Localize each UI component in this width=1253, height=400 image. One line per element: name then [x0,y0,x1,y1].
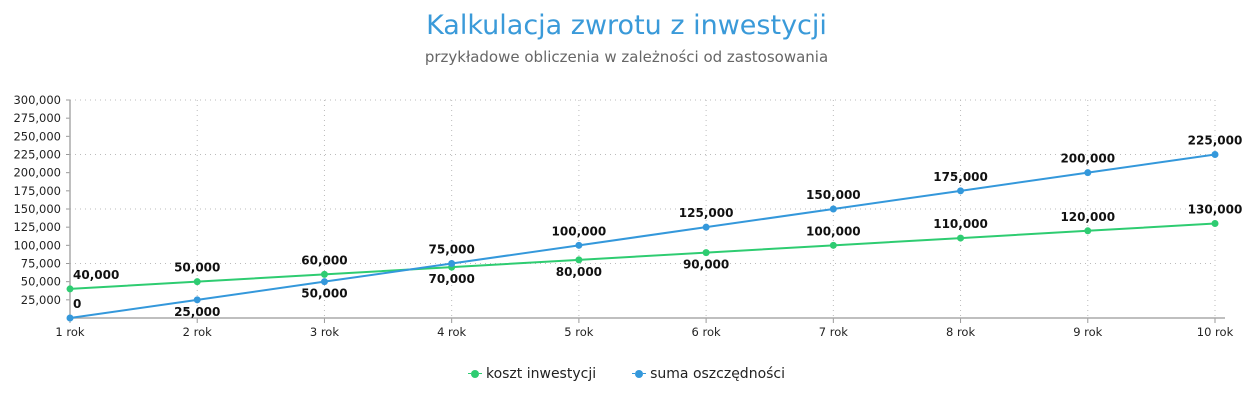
data-label: 130,000 [1188,203,1243,217]
legend-marker-icon [632,369,647,379]
x-tick-label: 10 rok [1197,325,1234,339]
y-tick-label: 150,000 [13,202,61,216]
x-tick-label: 9 rok [1073,325,1102,339]
x-tick-label: 7 rok [819,325,848,339]
data-label: 110,000 [933,217,988,231]
data-point [320,278,328,286]
legend: koszt inwestycji suma oszczędności [0,366,1253,382]
data-point [1211,151,1219,158]
data-label: 50,000 [174,261,220,275]
data-point [829,205,837,213]
data-label: 150,000 [806,188,861,202]
data-label: 100,000 [552,224,607,238]
data-label: 70,000 [429,272,475,286]
data-point [320,270,328,278]
x-tick-label: 5 rok [564,325,593,339]
data-label: 75,000 [429,243,475,257]
legend-item[interactable]: suma oszczędności [632,366,785,382]
chart-subtitle: przykładowe obliczenia w zależności od z… [424,48,829,66]
data-label: 80,000 [556,265,602,279]
y-tick-label: 200,000 [13,166,61,180]
line-chart: 1 rok 2 rok 3 rok 4 rok 5 rok 6 rok 7 rok 8 rok… [13,93,1243,339]
data-point [66,314,74,322]
y-tick-label: 75,000 [21,257,61,271]
data-point [448,260,456,267]
y-tick-label: 225,000 [13,148,61,162]
x-tick-label: 4 rok [437,325,466,339]
legend-marker-icon [467,369,482,379]
y-tick-label: 275,000 [13,111,61,125]
data-label: 90,000 [683,258,729,272]
x-tick-label: 6 rok [692,325,721,339]
y-tick-label: 100,000 [13,238,61,252]
data-point [829,241,837,249]
data-point [575,241,583,249]
x-tick-label: 3 rok [310,325,339,339]
y-tick-label: 125,000 [13,220,61,234]
x-tick-label: 8 rok [946,325,975,339]
data-point [66,285,74,293]
data-point [1211,220,1219,228]
data-point [1084,169,1092,177]
data-point [193,296,201,304]
data-point [702,223,710,231]
data-point [1084,227,1092,235]
data-label: 225,000 [1188,134,1243,148]
legend-label: suma oszczędności [650,366,786,382]
y-tick-label: 25,000 [21,293,61,307]
legend-item[interactable]: koszt inwestycji [467,366,597,382]
x-tick-label: 2 rok [183,325,212,339]
chart-title: Kalkulacja zwrotu z inwestycji [426,10,827,41]
data-label: 40,000 [73,268,119,282]
data-label: 50,000 [301,287,347,301]
series-line-koszt [69,222,1216,290]
data-point [957,234,965,242]
y-tick-label: 300,000 [13,93,61,107]
y-tick-label: 50,000 [21,275,61,289]
data-point [193,278,201,286]
data-label: 60,000 [301,253,347,267]
data-point [957,187,965,195]
data-label: 0 [73,297,81,311]
data-label: 200,000 [1060,152,1115,166]
series-line-suma [69,153,1216,319]
legend-label: koszt inwestycji [485,366,597,382]
data-label: 100,000 [806,224,861,238]
data-label: 175,000 [933,170,988,184]
data-point [702,249,710,257]
data-point [575,256,583,264]
data-label: 25,000 [174,305,220,319]
x-tick-label: 1 rok [55,325,84,339]
y-tick-label: 175,000 [13,184,61,198]
data-label: 125,000 [679,206,734,220]
y-tick-label: 250,000 [13,129,61,143]
data-label: 120,000 [1060,210,1115,224]
